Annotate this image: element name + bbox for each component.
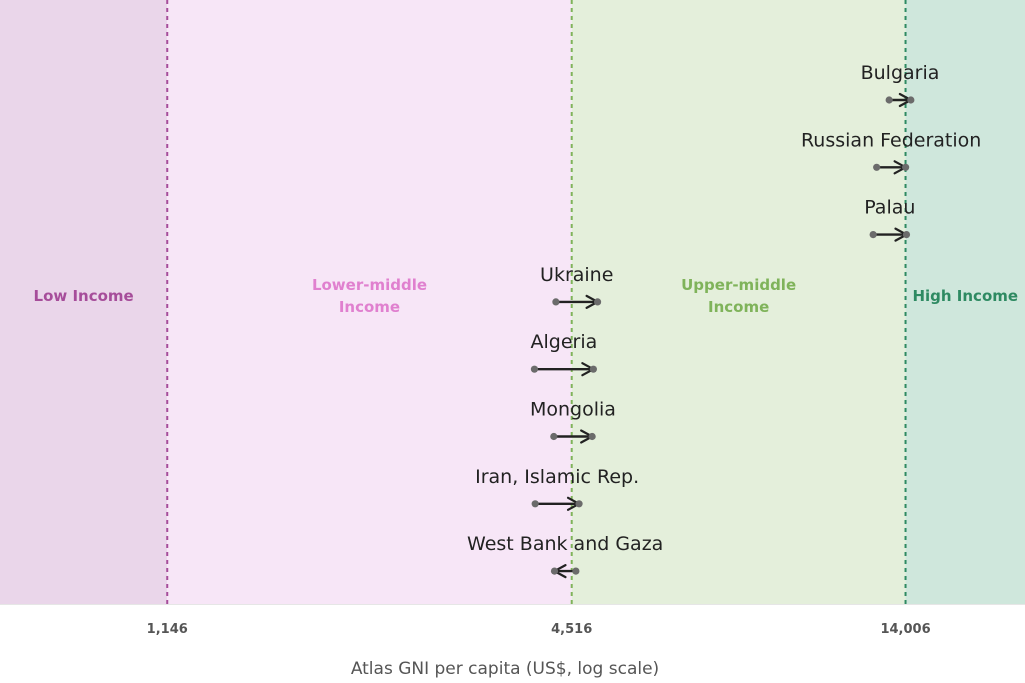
start-point [869, 231, 877, 239]
country-row-6: Iran, Islamic Rep. [475, 466, 639, 511]
start-point [550, 432, 558, 441]
start-point [873, 163, 881, 171]
end-point [907, 96, 915, 104]
income-band-0 [0, 0, 168, 604]
country-label: Iran, Islamic Rep. [475, 466, 639, 488]
band-label-1-line-1: Income [339, 298, 400, 316]
x-axis-title: Atlas GNI per capita (US$, log scale) [351, 659, 659, 679]
x-axis-ticks: 1,146 4,516 14,006 [147, 622, 931, 637]
end-point [588, 432, 596, 441]
country-label: Palau [864, 197, 915, 219]
country-label: Russian Federation [801, 129, 981, 151]
country-row-4: Algeria [530, 331, 598, 377]
start-point [530, 365, 539, 373]
country-label: West Bank and Gaza [467, 533, 663, 555]
income-band-1 [167, 0, 572, 604]
x-tick-label-1: 4,516 [551, 622, 592, 637]
start-point [885, 96, 893, 104]
income-band-3 [905, 0, 1025, 604]
start-point [572, 567, 580, 575]
country-row-7: West Bank and Gaza [467, 533, 663, 579]
start-point [552, 298, 560, 306]
x-tick-label-0: 1,146 [147, 622, 188, 637]
x-tick-label-2: 14,006 [880, 622, 930, 637]
band-label-3-line-0: High Income [912, 287, 1018, 305]
end-point [902, 163, 910, 171]
end-point [550, 567, 559, 575]
country-label: Algeria [531, 331, 598, 353]
country-label: Mongolia [530, 399, 616, 421]
end-point [902, 231, 911, 239]
end-point [589, 365, 597, 373]
country-rows: Bulgaria Russian Federation Palau Ukraine Al… [467, 62, 981, 579]
start-point [531, 500, 539, 508]
band-label-2-line-0: Upper-middle [681, 276, 796, 294]
band-labels: Low Income Lower-middle Income Upper-middle… [34, 276, 1019, 316]
country-label: Ukraine [540, 264, 613, 286]
country-label: Bulgaria [861, 62, 940, 84]
end-point [593, 298, 602, 306]
country-row-5: Mongolia [530, 399, 616, 444]
country-row-0: Bulgaria [861, 62, 940, 108]
end-point [575, 500, 583, 508]
income-band-2 [571, 0, 906, 604]
country-row-3: Ukraine [540, 264, 613, 309]
country-row-1: Russian Federation [801, 129, 981, 175]
band-label-2-line-1: Income [708, 298, 769, 316]
band-label-1-line-0: Lower-middle [312, 276, 427, 294]
country-row-2: Palau [864, 197, 915, 242]
income-bands [0, 0, 1025, 605]
band-label-0-line-0: Low Income [34, 287, 134, 305]
